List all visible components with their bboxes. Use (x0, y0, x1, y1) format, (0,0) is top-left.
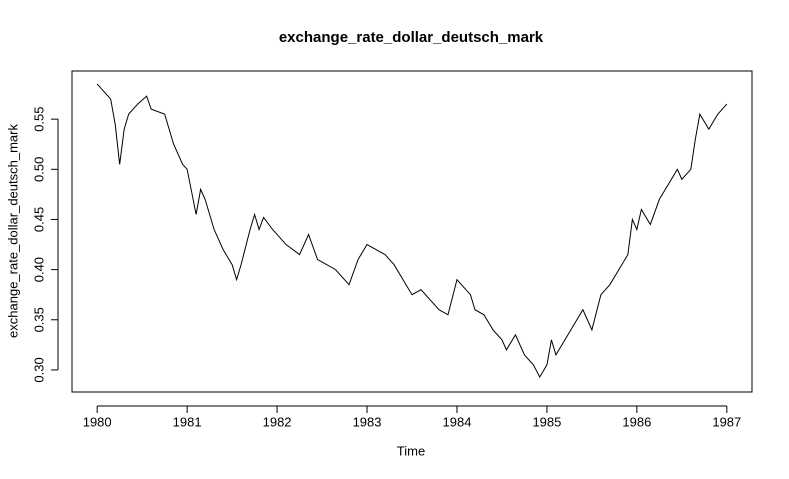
y-tick-label: 0.35 (31, 307, 46, 332)
y-tick-label: 0.55 (31, 106, 46, 131)
y-tick-label: 0.50 (31, 157, 46, 182)
y-tick-label: 0.45 (31, 207, 46, 232)
y-tick-label: 0.40 (31, 257, 46, 282)
x-tick-label: 1987 (712, 414, 741, 429)
chart-title: exchange_rate_dollar_deutsch_mark (279, 29, 544, 46)
x-axis-label: Time (397, 443, 425, 458)
x-tick-label: 1986 (622, 414, 651, 429)
y-axis-label: exchange_rate_dollar_deutsch_mark (5, 124, 20, 338)
x-tick-label: 1984 (443, 414, 472, 429)
series-line (96, 83, 728, 378)
x-tick-label: 1981 (173, 414, 202, 429)
x-tick-label: 1982 (263, 414, 292, 429)
x-tick-label: 1985 (532, 414, 561, 429)
x-tick-label: 1983 (353, 414, 382, 429)
plot-box (71, 70, 753, 393)
y-tick-label: 0.30 (31, 357, 46, 382)
x-tick-label: 1980 (83, 414, 112, 429)
